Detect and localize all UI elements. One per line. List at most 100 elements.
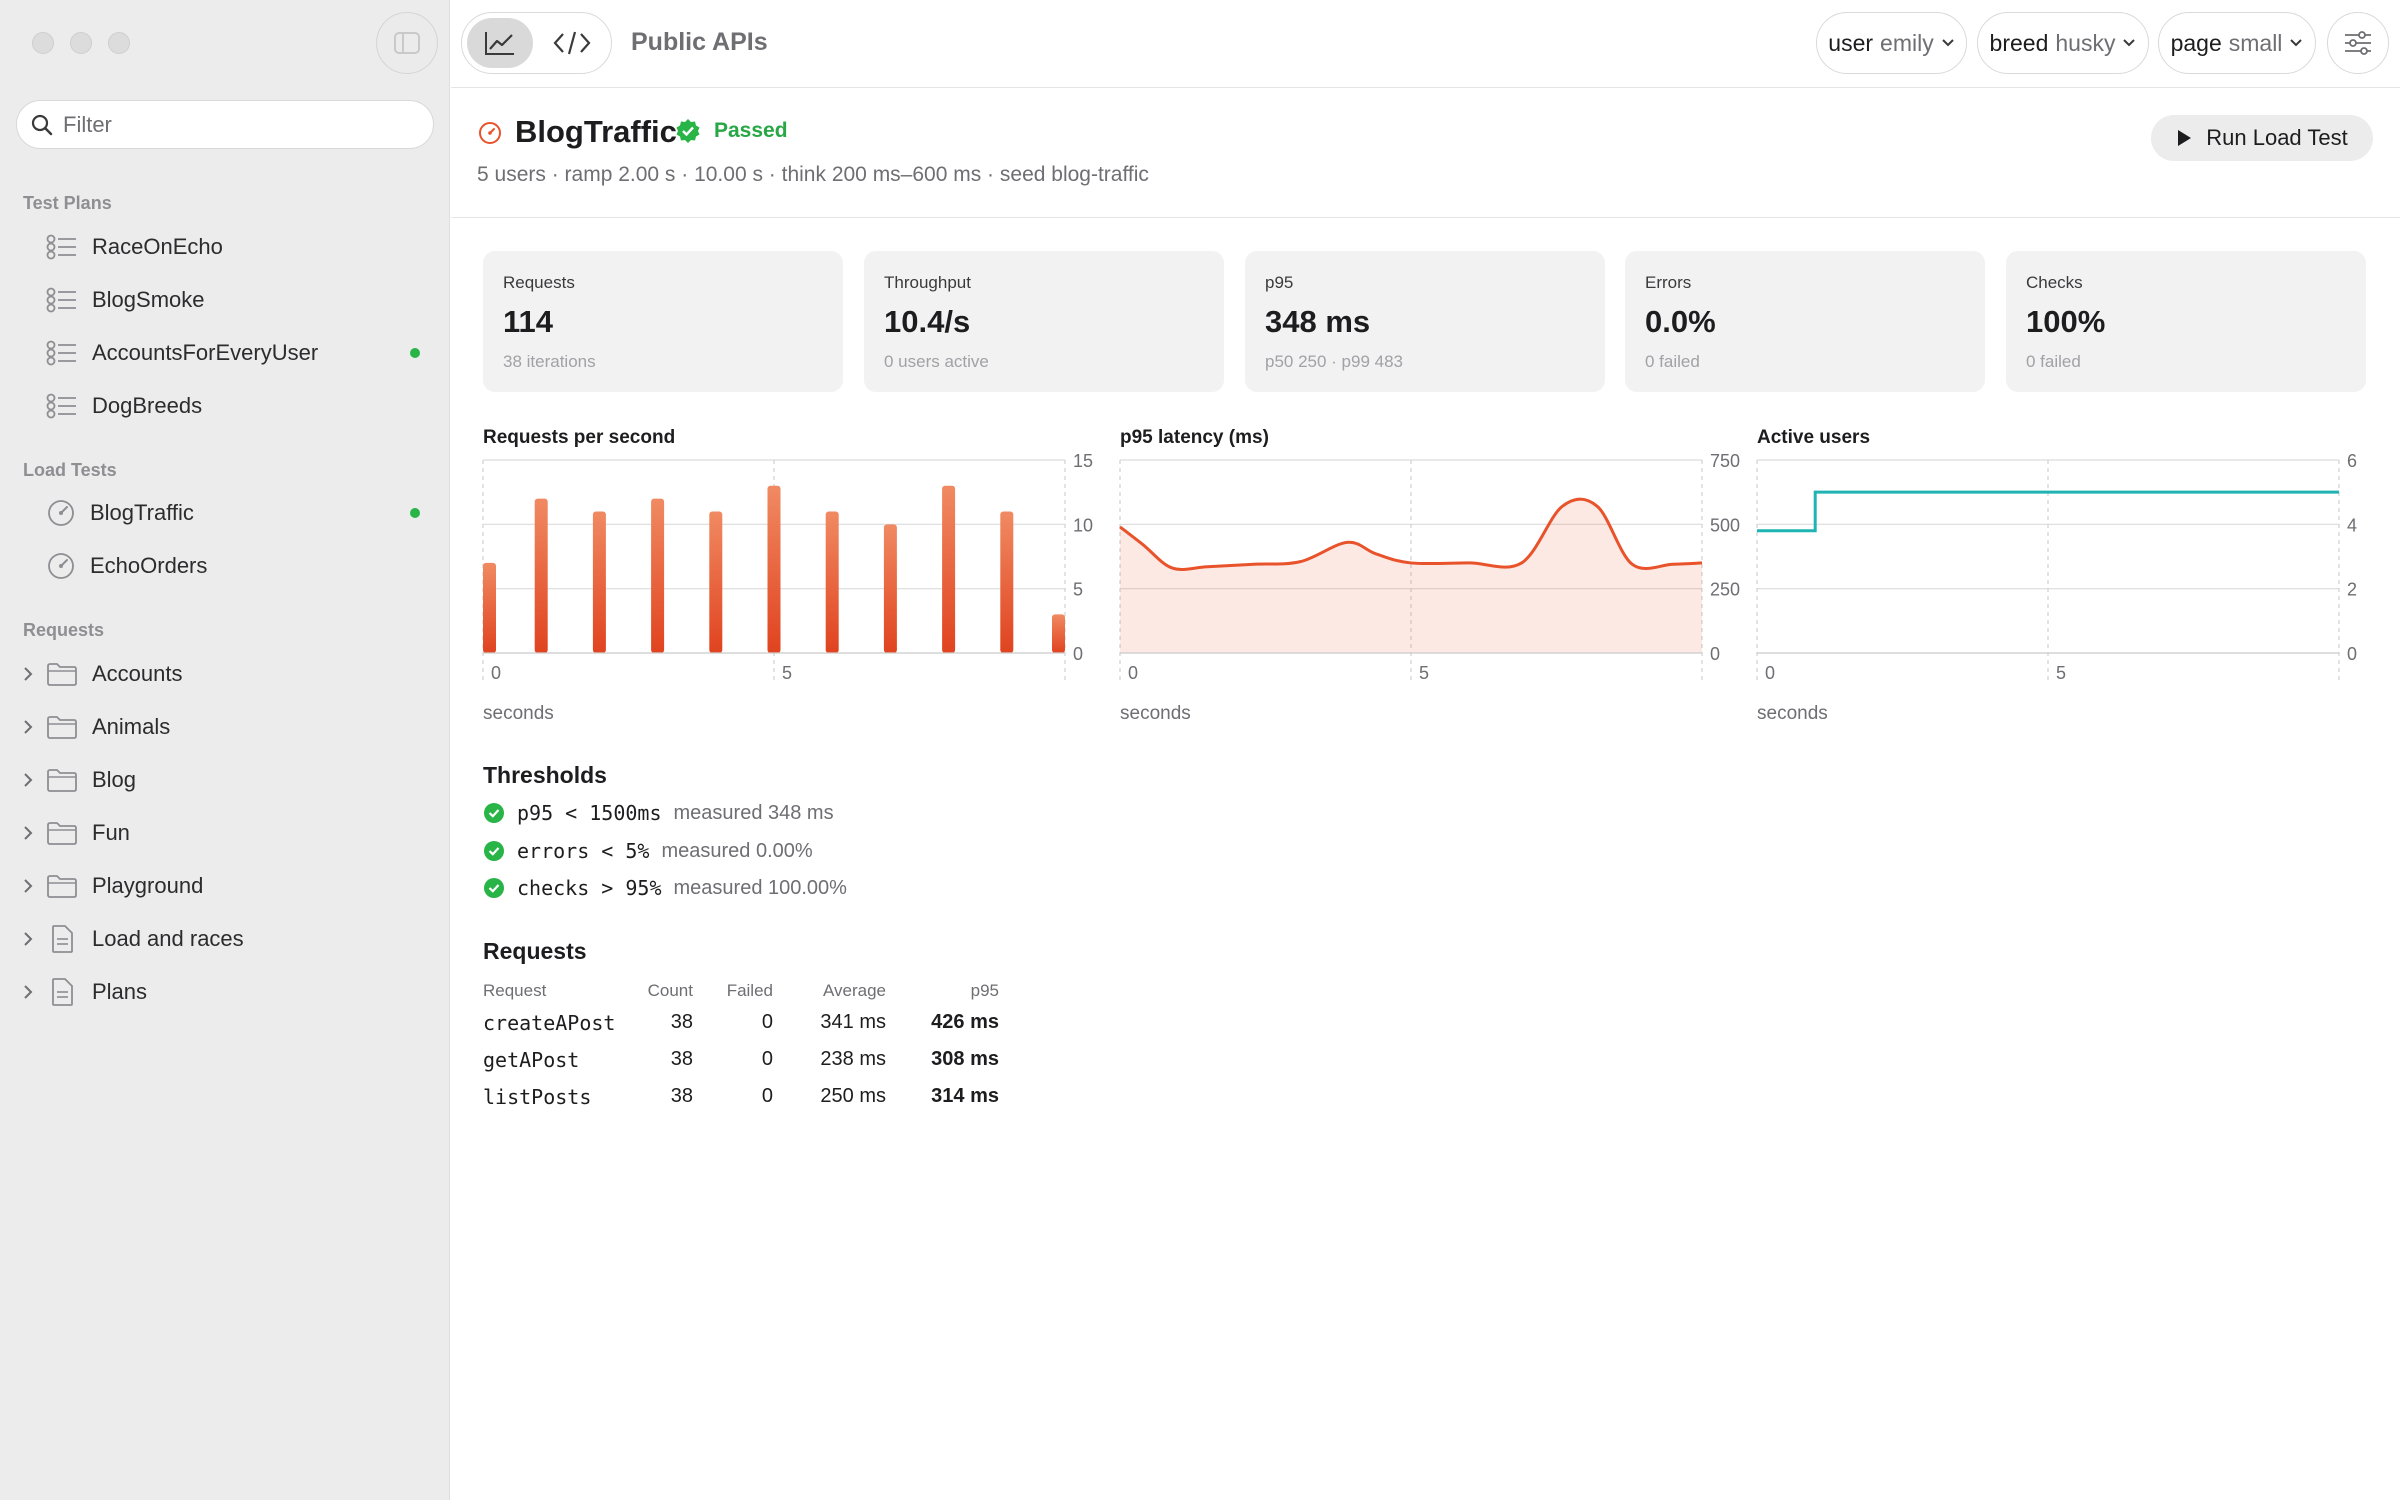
x-tick-label: 5 (1419, 663, 1429, 683)
metric-card-p95: p95 348 ms p50 250 · p99 483 (1245, 251, 1605, 392)
table-row[interactable]: listPosts 38 0 250 ms 314 ms (483, 1078, 999, 1115)
run-load-test-button[interactable]: Run Load Test (2151, 115, 2373, 161)
gauge-icon (479, 122, 501, 144)
chevron-right-icon[interactable] (22, 931, 34, 947)
threshold-expression: errors < 5% (517, 839, 650, 863)
chevron-right-icon[interactable] (22, 772, 34, 788)
bar (709, 511, 723, 653)
env-select-breed[interactable]: breed husky (1977, 12, 2149, 74)
sidebar-item-dogbreeds[interactable]: DogBreeds (46, 384, 420, 428)
x-tick-label: 5 (782, 663, 792, 683)
request-failed: 0 (761, 1011, 773, 1033)
metric-label: Throughput (884, 273, 971, 292)
test-config-summary: 5 users · ramp 2.00 s · 10.00 s · think … (477, 163, 1149, 186)
sidebar-item-blogtraffic[interactable]: BlogTraffic (46, 491, 420, 535)
env-value: emily (1880, 29, 1934, 56)
checklist-icon (46, 234, 76, 260)
sidebar-item-label: EchoOrders (90, 553, 208, 578)
chevron-right-icon[interactable] (22, 984, 34, 1000)
chevron-right-icon[interactable] (22, 666, 34, 682)
env-value: husky (2055, 29, 2116, 56)
sidebar-item-animals[interactable]: Animals (24, 705, 420, 749)
gauge-icon (48, 553, 74, 579)
y-tick-label: 750 (1710, 451, 1740, 471)
request-p95: 314 ms (931, 1085, 999, 1107)
threshold-expression: checks > 95% (517, 876, 662, 900)
env-key: page (2170, 29, 2222, 56)
env-select-page[interactable]: page small (2158, 12, 2316, 74)
run-load-test-label: Run Load Test (2206, 125, 2348, 150)
folder-icon (47, 663, 77, 686)
chevron-right-icon[interactable] (22, 719, 34, 735)
toolbar: Public APIs user emily breed husky page … (451, 0, 2400, 88)
sidebar-item-load-and-races[interactable]: Load and races (24, 917, 420, 961)
sidebar-item-playground[interactable]: Playground (24, 864, 420, 908)
y-tick-label: 0 (2347, 644, 2357, 664)
section-label-test-plans: Test Plans (23, 193, 112, 213)
request-name: listPosts (483, 1084, 592, 1109)
sidebar-item-blogsmoke[interactable]: BlogSmoke (46, 278, 420, 322)
sidebar-item-echoorders[interactable]: EchoOrders (46, 544, 420, 588)
bar (1052, 614, 1065, 653)
chart-x-label: seconds (483, 703, 554, 724)
status-dot (410, 348, 420, 358)
document-icon (52, 978, 73, 1006)
chart-p95-latency: 0 250 500 750 0 5 p95 latency (ms) seconds (1119, 420, 1740, 730)
bar (592, 511, 606, 653)
y-tick-label: 10 (1073, 515, 1093, 535)
thresholds-heading: Thresholds (483, 762, 607, 788)
settings-button[interactable] (2327, 12, 2389, 74)
metric-subtext: p50 250 · p99 483 (1265, 352, 1404, 371)
env-select-user[interactable]: user emily (1816, 12, 1967, 74)
sidebar-item-label: Accounts (92, 661, 183, 686)
view-switcher (461, 12, 612, 74)
requests-heading: Requests (483, 938, 587, 964)
metric-value: 10.4/s (884, 304, 971, 339)
table-row[interactable]: createAPost 38 0 341 ms 426 ms (483, 1004, 999, 1041)
sidebar: Test Plans RaceOnEcho BlogSmoke Accounts… (0, 0, 450, 1500)
chevron-right-icon[interactable] (22, 878, 34, 894)
chart-title: p95 latency (ms) (1120, 427, 1269, 448)
filter-field[interactable] (16, 100, 434, 149)
sidebar-item-plans[interactable]: Plans (24, 970, 420, 1014)
sidebar-item-accounts[interactable]: Accounts (24, 652, 420, 696)
table-row[interactable]: getAPost 38 0 238 ms 308 ms (483, 1041, 999, 1078)
request-name: createAPost (483, 1010, 616, 1035)
close-window-button[interactable] (32, 32, 54, 54)
check-circle-icon (484, 803, 504, 823)
zoom-window-button[interactable] (108, 32, 130, 54)
y-tick-label: 6 (2347, 451, 2357, 471)
request-average: 250 ms (820, 1085, 886, 1107)
y-tick-label: 250 (1710, 580, 1740, 600)
threshold-row: p95 < 1500ms measured 348 ms (483, 798, 834, 828)
app-title: Public APIs (631, 28, 768, 56)
verified-check-icon (676, 119, 700, 143)
metric-subtext: 38 iterations (503, 352, 596, 371)
chevron-down-icon (2290, 39, 2303, 47)
section-label-load-tests: Load Tests (23, 460, 117, 480)
minimize-window-button[interactable] (70, 32, 92, 54)
metric-value: 100% (2026, 304, 2106, 339)
request-p95: 308 ms (931, 1048, 999, 1070)
sidebar-item-label: Fun (92, 820, 130, 845)
folder-icon (47, 769, 77, 792)
column-header-average: Average (822, 981, 886, 1000)
toggle-sidebar-button[interactable] (376, 12, 438, 74)
chart-title: Requests per second (483, 427, 676, 448)
checklist-icon (46, 287, 76, 313)
sidebar-item-blog[interactable]: Blog (24, 758, 420, 802)
sidebar-item-label: AccountsForEveryUser (92, 340, 319, 365)
sidebar-item-raceonecho[interactable]: RaceOnEcho (46, 225, 420, 269)
filter-input[interactable] (63, 111, 403, 138)
sidebar-item-accountsforeveryuser[interactable]: AccountsForEveryUser (46, 331, 420, 375)
sidebar-item-label: RaceOnEcho (92, 234, 223, 259)
sidebar-item-fun[interactable]: Fun (24, 811, 420, 855)
sidebar-item-label: BlogSmoke (92, 287, 205, 312)
requests-table: Request Count Failed Average p95 createA… (483, 978, 999, 1115)
code-view-button[interactable] (539, 18, 605, 68)
chevron-down-icon (1941, 39, 1954, 47)
chart-view-button[interactable] (467, 18, 533, 68)
chevron-right-icon[interactable] (22, 825, 34, 841)
threshold-row: checks > 95% measured 100.00% (483, 873, 847, 903)
chart-active-users: 0 2 4 6 0 5 Active users seconds (1756, 420, 2377, 730)
